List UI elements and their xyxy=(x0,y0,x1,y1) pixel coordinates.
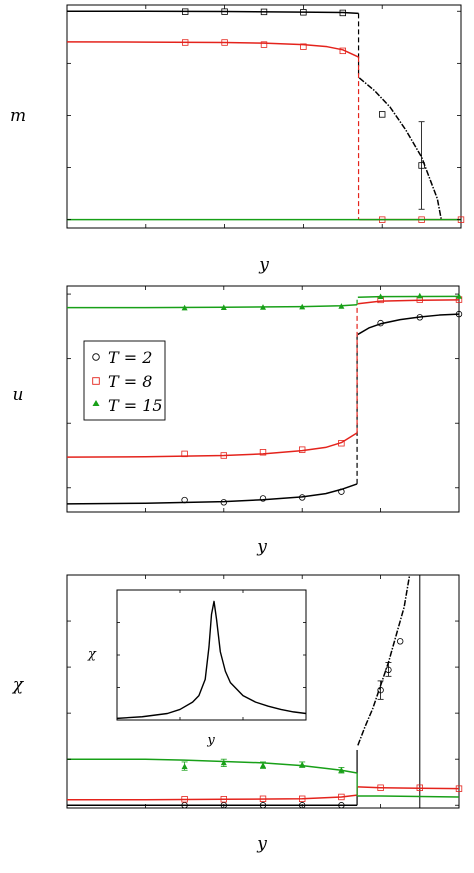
y-axis-label: u xyxy=(13,385,24,405)
data-point-triangle xyxy=(299,303,306,310)
data-point-square xyxy=(181,450,188,458)
data-point-triangle xyxy=(377,293,384,300)
data-point-triangle xyxy=(220,759,227,766)
data-point-triangle xyxy=(260,304,266,310)
plot-marks xyxy=(67,574,463,809)
series-line xyxy=(67,10,359,15)
tick-labels xyxy=(66,5,462,228)
data-point-circle xyxy=(299,494,306,501)
legend-marker-square xyxy=(92,377,100,385)
data-point-circle xyxy=(338,802,345,809)
data-point-triangle xyxy=(181,304,188,311)
data-point-triangle xyxy=(416,292,423,299)
data-point-square xyxy=(339,9,346,17)
panel-magnetization: y m xyxy=(10,4,465,275)
data-point-square xyxy=(455,785,463,792)
series-line-post-transition xyxy=(357,795,460,798)
data-point-square xyxy=(338,793,345,801)
data-point-square xyxy=(259,795,267,802)
data-point-circle xyxy=(220,499,227,506)
data-point-circle xyxy=(377,686,384,694)
series-line xyxy=(67,758,358,774)
series-line xyxy=(67,794,358,801)
data-point-square xyxy=(181,39,189,46)
series-line-post-transition xyxy=(357,786,460,790)
x-axis-label: y xyxy=(256,834,267,854)
data-point-square xyxy=(220,796,227,803)
data-point-square xyxy=(260,8,268,16)
tick-labels xyxy=(66,574,460,808)
panel-energy: y u T = 2 T = 8 T = 15 xyxy=(13,285,463,557)
series-line xyxy=(66,41,359,58)
data-point-square xyxy=(181,796,188,803)
data-point-circle xyxy=(259,802,267,809)
data-point-circle xyxy=(181,496,188,504)
data-point-square xyxy=(181,8,189,15)
data-point-square xyxy=(300,43,307,50)
inset-marks xyxy=(116,600,307,720)
series-line-post-transition xyxy=(358,77,443,220)
data-point-square xyxy=(298,795,306,802)
data-point-triangle xyxy=(299,761,306,768)
data-point-circle xyxy=(377,319,384,327)
data-point-circle xyxy=(338,488,345,495)
series-line-post-transition xyxy=(357,313,460,336)
data-point-square xyxy=(339,47,346,55)
legend-entry: T = 2 xyxy=(108,348,152,367)
data-point-square xyxy=(221,39,228,46)
data-point-square xyxy=(416,784,423,791)
series-line-post-transition xyxy=(357,574,411,746)
series-line-post-transition xyxy=(357,295,460,299)
data-point-square xyxy=(220,452,227,459)
data-point-square xyxy=(418,162,425,169)
data-point-triangle xyxy=(260,762,266,769)
data-point-square xyxy=(377,784,384,791)
data-point-circle xyxy=(455,310,463,318)
inset-y-axis-label: χ xyxy=(87,647,97,662)
series-line xyxy=(66,483,358,505)
series-line xyxy=(116,600,307,720)
data-point-square xyxy=(259,449,267,456)
x-axis-label: y xyxy=(256,537,267,557)
plot-frame xyxy=(66,285,460,513)
data-point-triangle xyxy=(456,293,462,299)
legend-entry: T = 8 xyxy=(108,372,152,391)
panel-susceptibility: y χ xyxy=(12,574,463,854)
data-point-triangle xyxy=(220,304,227,311)
data-point-circle xyxy=(259,495,267,502)
y-axis-label: m xyxy=(10,106,26,126)
inset-susceptibility-peak: y χ xyxy=(87,589,307,748)
data-point-square xyxy=(260,41,268,48)
plot-marks xyxy=(66,8,465,223)
data-point-square xyxy=(378,111,386,118)
inset-tick-labels xyxy=(116,589,307,721)
legend-marker-triangle xyxy=(92,400,100,406)
tick-labels xyxy=(66,286,460,512)
data-point-square xyxy=(300,9,307,16)
data-point-square xyxy=(338,440,345,447)
y-axis-label: χ xyxy=(12,675,25,695)
inset-background xyxy=(117,590,306,720)
data-point-circle xyxy=(385,666,392,674)
data-point-circle xyxy=(416,314,423,321)
series-line xyxy=(66,432,358,458)
legend-marker-circle xyxy=(92,353,100,361)
plot-marks xyxy=(66,292,463,506)
series-line xyxy=(67,303,358,309)
inset-x-axis-label: y xyxy=(206,733,215,748)
data-point-triangle xyxy=(338,303,345,309)
x-axis-label: y xyxy=(258,255,269,275)
data-point-circle xyxy=(397,638,404,645)
data-point-triangle xyxy=(181,763,188,769)
data-point-circle xyxy=(299,802,306,809)
series-line-post-transition xyxy=(357,299,460,305)
data-point-square xyxy=(298,446,306,453)
plot-frame xyxy=(66,4,462,229)
data-point-triangle xyxy=(338,767,345,773)
legend: T = 2 T = 8 T = 15 xyxy=(83,340,166,421)
legend-entry: T = 15 xyxy=(108,396,163,415)
